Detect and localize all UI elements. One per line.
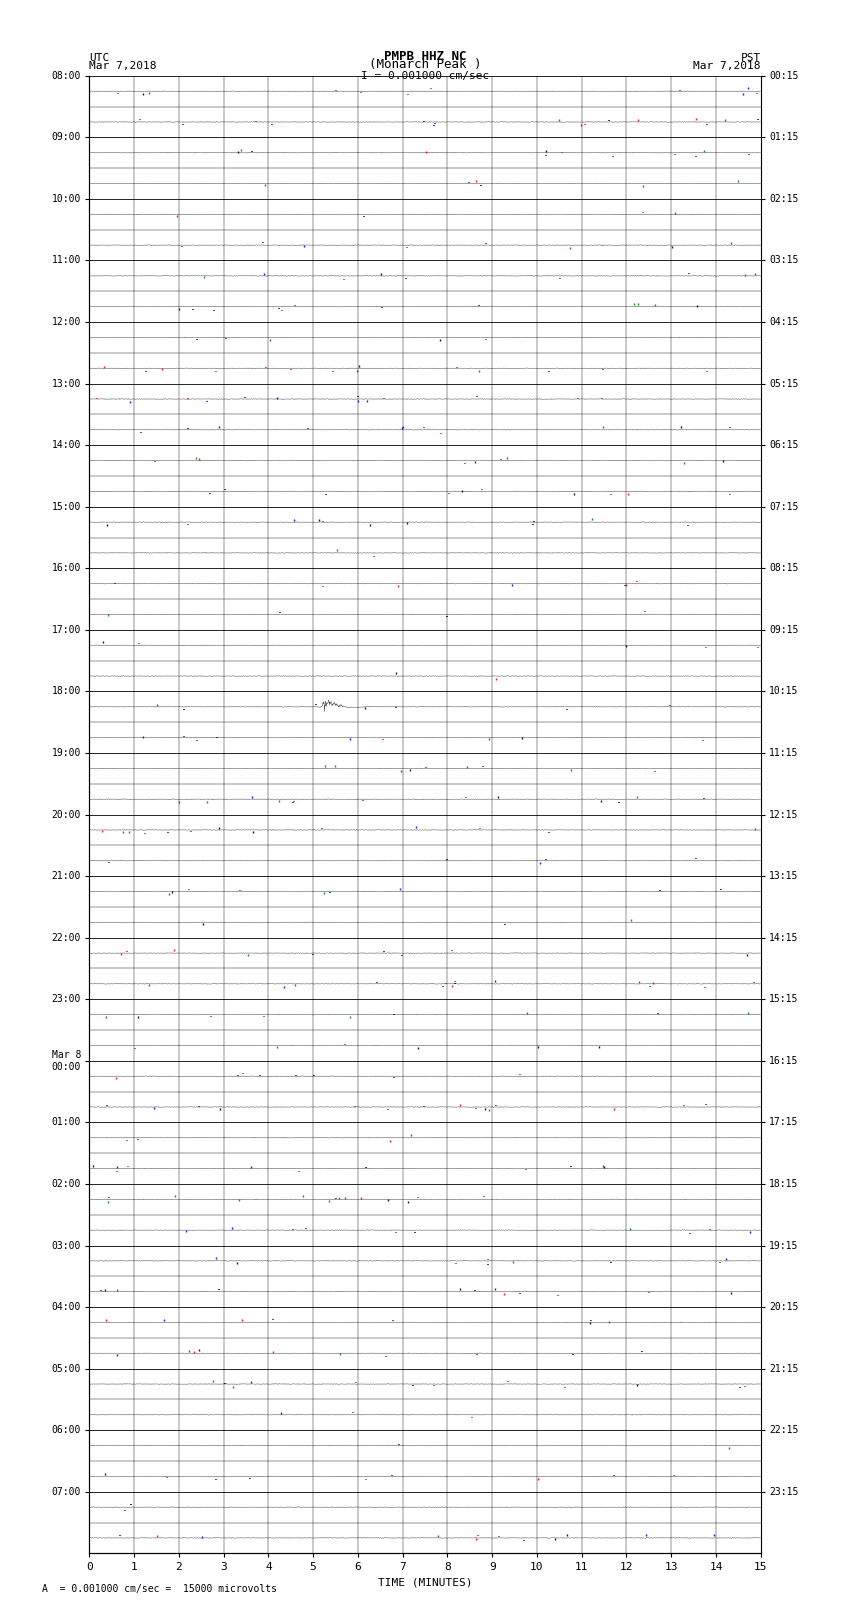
Text: Mar 7,2018: Mar 7,2018	[694, 61, 761, 71]
Text: PMPB HHZ NC: PMPB HHZ NC	[383, 50, 467, 63]
Text: A  = 0.001000 cm/sec =  15000 microvolts: A = 0.001000 cm/sec = 15000 microvolts	[42, 1584, 277, 1594]
Text: PST: PST	[740, 53, 761, 63]
Text: UTC: UTC	[89, 53, 110, 63]
X-axis label: TIME (MINUTES): TIME (MINUTES)	[377, 1578, 473, 1587]
Text: Mar 7,2018: Mar 7,2018	[89, 61, 156, 71]
Text: I = 0.001000 cm/sec: I = 0.001000 cm/sec	[361, 71, 489, 81]
Text: (Monarch Peak ): (Monarch Peak )	[369, 58, 481, 71]
